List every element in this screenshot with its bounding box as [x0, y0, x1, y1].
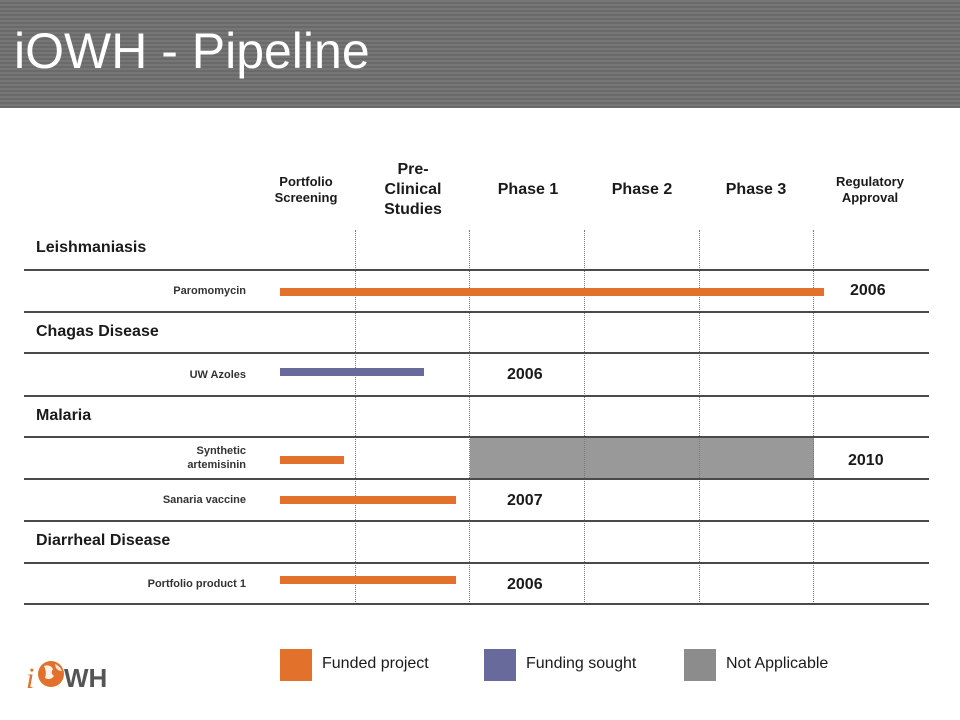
row-divider — [24, 352, 929, 354]
row-divider — [24, 436, 929, 438]
legend-label-funding-sought: Funding sought — [526, 655, 637, 672]
column-pre-clinical: Pre-Clinical Studies — [384, 161, 442, 218]
row-label-paromomycin: Paromomycin — [173, 285, 246, 297]
legend-swatch-funding-sought — [484, 649, 516, 681]
progress-bar-paromomycin — [280, 288, 824, 296]
group-diarrheal-disease: Diarrheal Disease — [36, 532, 171, 549]
progress-bar-sanaria-vaccine — [280, 496, 456, 504]
row-divider — [24, 603, 929, 605]
legend-swatch-not-applicable — [684, 649, 716, 681]
svg-text:i: i — [26, 662, 34, 694]
year-portfolio-product-1: 2006 — [507, 576, 543, 593]
row-divider — [24, 562, 929, 564]
not-applicable-block — [470, 438, 814, 478]
year-paromomycin: 2006 — [850, 282, 886, 299]
progress-bar-synthetic-artemisinin — [280, 456, 344, 464]
column-phase-3: Phase 3 — [725, 181, 787, 198]
row-divider — [24, 520, 929, 522]
group-chagas-disease: Chagas Disease — [36, 323, 159, 340]
column-divider — [699, 230, 700, 604]
column-divider — [469, 230, 470, 604]
iowh-logo: i WH — [26, 661, 107, 694]
row-divider — [24, 311, 929, 313]
row-label-sanaria-vaccine: Sanaria vaccine — [162, 494, 246, 506]
column-phase-2: Phase 2 — [611, 181, 673, 198]
progress-bar-portfolio-product-1 — [280, 576, 456, 584]
title-banner: iOWH - Pipeline — [0, 0, 960, 108]
year-sanaria-vaccine: 2007 — [507, 492, 543, 509]
column-portfolio-screening: Portfolio Screening — [274, 173, 338, 205]
page-title: iOWH - Pipeline — [14, 23, 370, 79]
group-malaria: Malaria — [36, 407, 92, 424]
progress-bar-uw-azoles — [280, 368, 424, 376]
legend-label-not-applicable: Not Applicable — [726, 655, 829, 672]
legend-label-funded: Funded project — [322, 655, 429, 672]
row-divider — [24, 478, 929, 480]
row-label-portfolio-product-1: Portfolio product 1 — [147, 578, 246, 590]
svg-text:WH: WH — [64, 663, 107, 693]
legend-swatch-funded — [280, 649, 312, 681]
row-label-synthetic-artemisinin: Synthetic artemisinin — [187, 445, 246, 472]
column-divider — [584, 230, 585, 604]
year-synthetic-artemisinin: 2010 — [848, 452, 884, 469]
column-divider — [813, 230, 814, 604]
year-uw-azoles: 2006 — [507, 366, 543, 383]
column-divider — [355, 230, 356, 604]
group-leishmaniasis: Leishmaniasis — [36, 239, 147, 256]
column-regulatory-approval: Regulatory Approval — [836, 173, 904, 205]
column-phase-1: Phase 1 — [497, 181, 559, 198]
row-divider — [24, 269, 929, 271]
row-label-uw-azoles: UW Azoles — [189, 369, 246, 381]
row-divider — [24, 395, 929, 397]
